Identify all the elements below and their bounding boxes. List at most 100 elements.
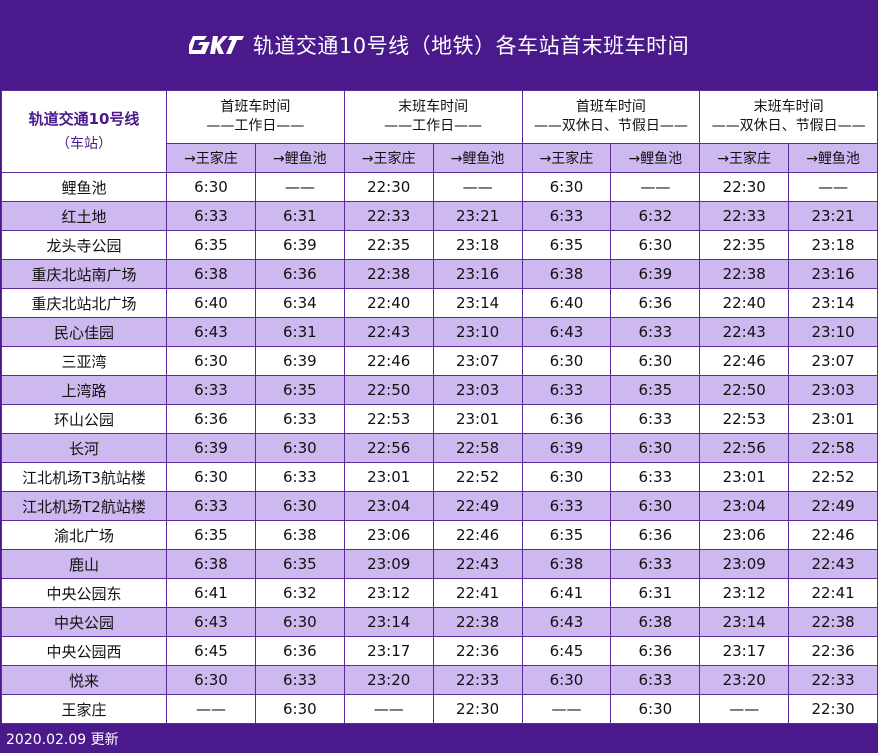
time-cell: 6:36 <box>610 636 701 666</box>
time-cell: 23:09 <box>699 549 790 579</box>
table-row: 红土地 6:33 6:31 22:33 23:21 6:33 6:32 22:33 23:21 <box>1 201 878 231</box>
time-cell: 23:07 <box>788 346 878 376</box>
time-cell: 6:30 <box>166 346 256 376</box>
time-cell: 6:33 <box>166 201 256 231</box>
time-cell: 22:53 <box>343 404 434 434</box>
time-cell: 6:33 <box>254 462 345 492</box>
time-cell: 23:07 <box>432 346 523 376</box>
group-subtitle: ——工作日—— <box>206 118 305 134</box>
time-cell: 23:12 <box>699 578 790 608</box>
time-cell: 23:17 <box>699 636 790 666</box>
time-cell: 6:30 <box>610 230 701 260</box>
time-cell: —— <box>254 172 345 202</box>
time-cell: 6:45 <box>521 636 612 666</box>
time-cell: 23:14 <box>699 607 790 637</box>
time-cell: 22:41 <box>432 578 523 608</box>
station-name: 民心佳园 <box>1 317 167 347</box>
time-cell: 6:33 <box>610 317 701 347</box>
time-cell: 6:38 <box>521 549 612 579</box>
time-cell: —— <box>166 694 256 724</box>
group-header: 末班车时间 ——工作日—— <box>343 90 523 144</box>
time-cell: 6:43 <box>166 317 256 347</box>
time-cell: 6:35 <box>610 375 701 405</box>
table-row: 环山公园 6:36 6:33 22:53 23:01 6:36 6:33 22:53 23:01 <box>1 404 878 434</box>
table-row: 江北机场T2航站楼 6:33 6:30 23:04 22:49 6:33 6:30 23:04… <box>1 491 878 521</box>
direction-header: →鲤鱼池 <box>254 143 345 173</box>
poster-title: 轨道交通10号线（地铁）各车站首末班车时间 <box>252 34 690 58</box>
time-cell: 22:49 <box>788 491 878 521</box>
station-name: 渝北广场 <box>1 520 167 550</box>
time-cell: —— <box>610 172 701 202</box>
time-cell: 6:33 <box>610 549 701 579</box>
station-name: 江北机场T3航站楼 <box>1 462 167 492</box>
time-cell: 22:30 <box>699 172 790 202</box>
poster-header: 轨道交通10号线（地铁）各车站首末班车时间 <box>0 0 878 90</box>
time-cell: 22:30 <box>343 172 434 202</box>
time-cell: 6:33 <box>254 665 345 695</box>
time-cell: 6:33 <box>521 375 612 405</box>
time-cell: 23:12 <box>343 578 434 608</box>
time-cell: 6:36 <box>610 520 701 550</box>
station-name: 上湾路 <box>1 375 167 405</box>
time-cell: 22:58 <box>432 433 523 463</box>
group-title: 首班车时间 <box>575 99 646 115</box>
timetable-body: 鲤鱼池 6:30 —— 22:30 —— 6:30 —— 22:30 —— 红土地 6:33 6:31… <box>1 172 878 724</box>
station-name: 环山公园 <box>1 404 167 434</box>
time-cell: 23:17 <box>343 636 434 666</box>
time-cell: —— <box>432 172 523 202</box>
time-cell: 22:38 <box>699 259 790 289</box>
time-cell: 23:01 <box>343 462 434 492</box>
crt-logo-icon <box>188 36 244 54</box>
time-cell: 22:46 <box>699 346 790 376</box>
table-row: 重庆北站南广场 6:38 6:36 22:38 23:16 6:38 6:39 22:38 23… <box>1 259 878 289</box>
time-cell: 23:21 <box>432 201 523 231</box>
time-cell: 22:53 <box>699 404 790 434</box>
time-cell: 23:09 <box>343 549 434 579</box>
time-cell: 6:39 <box>254 230 345 260</box>
time-cell: 22:35 <box>699 230 790 260</box>
group-title: 首班车时间 <box>220 99 291 115</box>
time-cell: 6:30 <box>254 607 345 637</box>
time-cell: 22:38 <box>788 607 878 637</box>
time-cell: 6:30 <box>166 172 256 202</box>
table-row: 王家庄 —— 6:30 —— 22:30 —— 6:30 —— 22:30 <box>1 694 878 724</box>
time-cell: 22:33 <box>432 665 523 695</box>
station-name: 中央公园东 <box>1 578 167 608</box>
time-cell: 22:52 <box>432 462 523 492</box>
time-cell: 6:30 <box>254 433 345 463</box>
station-name: 鲤鱼池 <box>1 172 167 202</box>
time-cell: 6:38 <box>610 607 701 637</box>
time-cell: 6:36 <box>610 288 701 318</box>
time-cell: 6:39 <box>610 259 701 289</box>
group-title: 末班车时间 <box>398 99 469 115</box>
time-cell: 6:41 <box>521 578 612 608</box>
time-cell: 22:38 <box>432 607 523 637</box>
time-cell: 23:20 <box>699 665 790 695</box>
time-cell: 6:30 <box>521 172 612 202</box>
time-cell: 22:36 <box>432 636 523 666</box>
time-cell: 22:43 <box>432 549 523 579</box>
time-cell: 22:30 <box>788 694 878 724</box>
header-row-directions: →王家庄 →鲤鱼池 →王家庄 →鲤鱼池 →王家庄 →鲤鱼池 →王家庄 →鲤鱼池 <box>2 143 878 173</box>
time-cell: 6:30 <box>610 491 701 521</box>
time-cell: 6:40 <box>521 288 612 318</box>
time-cell: 23:04 <box>343 491 434 521</box>
station-column-header: 轨道交通10号线 （车站） <box>1 90 167 173</box>
station-name: 悦来 <box>1 665 167 695</box>
time-cell: 22:46 <box>343 346 434 376</box>
direction-header: →鲤鱼池 <box>788 143 878 173</box>
time-cell: 6:36 <box>521 404 612 434</box>
time-cell: 6:34 <box>254 288 345 318</box>
station-name: 江北机场T2航站楼 <box>1 491 167 521</box>
direction-header: →王家庄 <box>166 143 256 173</box>
time-cell: 6:31 <box>254 317 345 347</box>
time-cell: 6:33 <box>254 404 345 434</box>
time-cell: 6:30 <box>521 346 612 376</box>
time-cell: 6:39 <box>521 433 612 463</box>
table-row: 渝北广场 6:35 6:38 23:06 22:46 6:35 6:36 23:06 22:46 <box>1 520 878 550</box>
time-cell: 22:43 <box>699 317 790 347</box>
time-cell: 23:16 <box>432 259 523 289</box>
direction-header: →王家庄 <box>343 143 434 173</box>
time-cell: 22:46 <box>432 520 523 550</box>
station-name: 重庆北站南广场 <box>1 259 167 289</box>
